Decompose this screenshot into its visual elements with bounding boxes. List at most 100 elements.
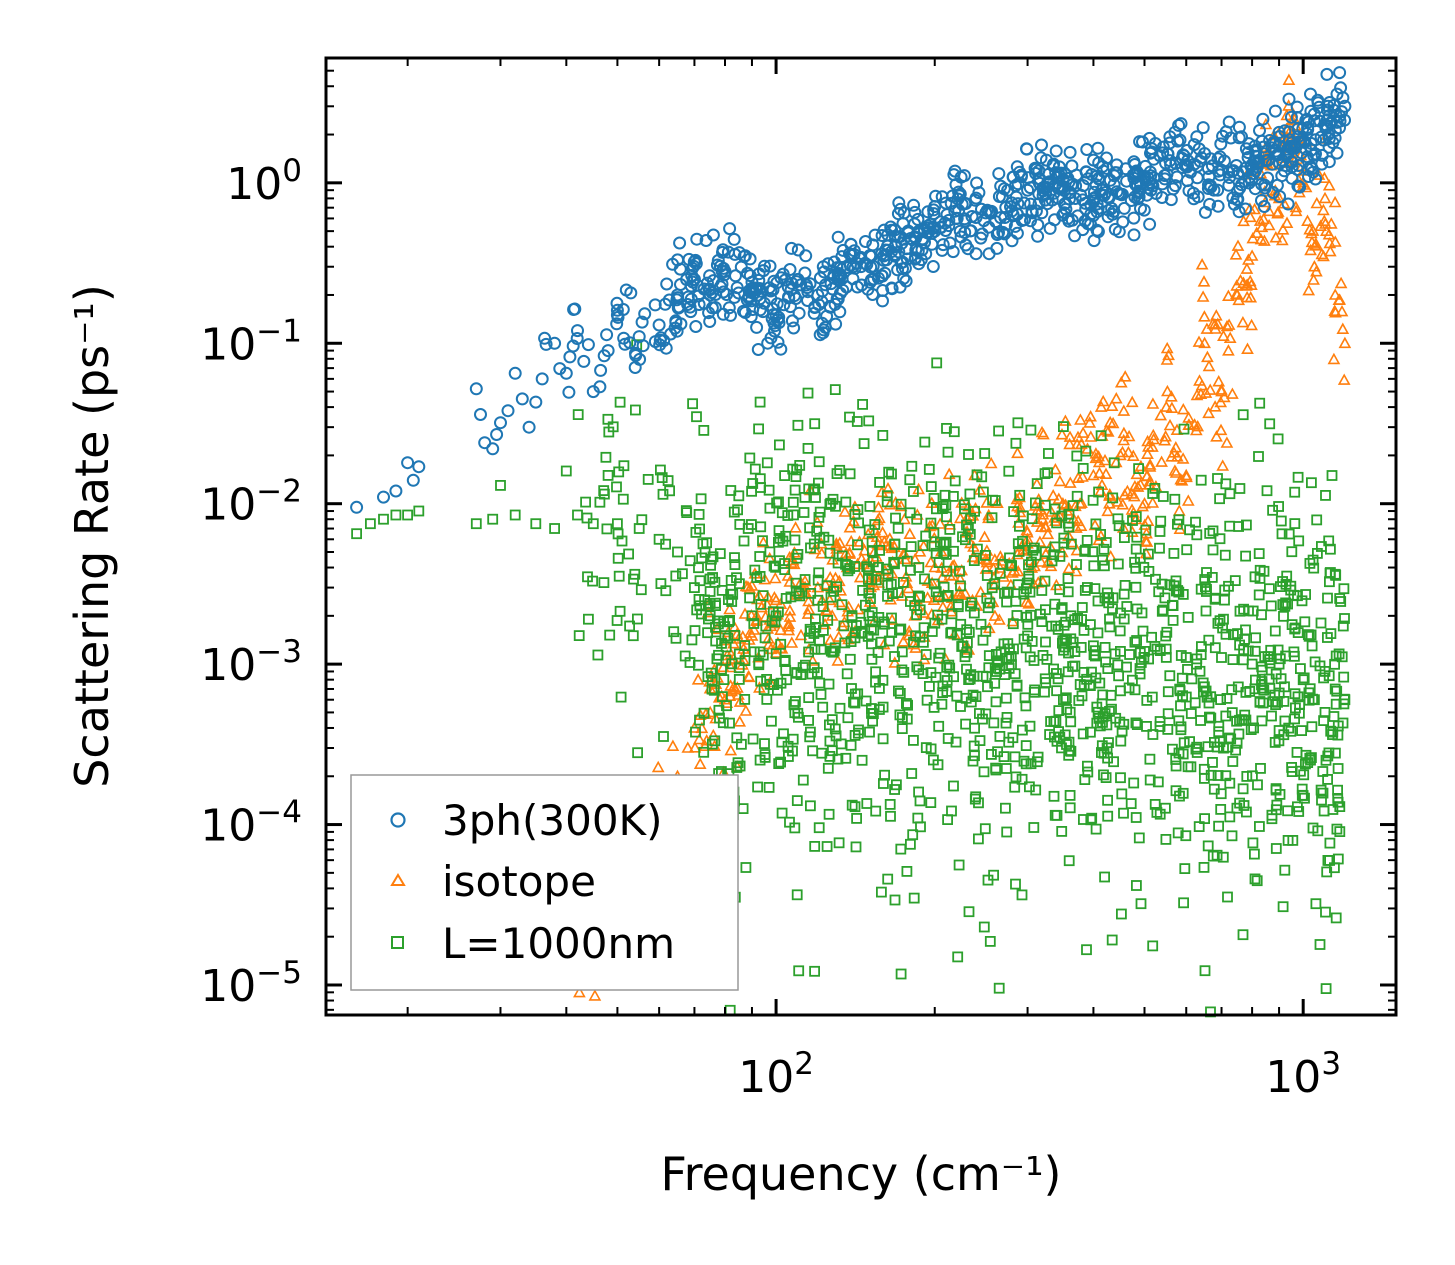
data-point-boundary (814, 677, 825, 689)
data-point-boundary (530, 518, 542, 530)
data-point-boundary (624, 620, 635, 632)
data-point-3ph (1255, 194, 1268, 207)
data-point-3ph (1029, 166, 1043, 180)
data-point-boundary (943, 659, 955, 671)
data-point-boundary (1157, 491, 1169, 502)
data-point-isotope (1136, 499, 1149, 512)
data-point-3ph (1290, 100, 1304, 114)
data-point-boundary (632, 613, 643, 625)
data-point-boundary (896, 664, 908, 676)
data-point-boundary (402, 509, 414, 521)
data-point-isotope (1074, 519, 1088, 532)
data-point-boundary (952, 599, 964, 610)
data-point-3ph (1323, 96, 1336, 109)
data-point-boundary (925, 797, 937, 808)
data-point-boundary (1141, 721, 1152, 732)
data-point-boundary (1212, 770, 1224, 781)
data-point-boundary (895, 968, 907, 980)
data-point-3ph (985, 204, 998, 218)
legend: 3ph(300K) isotope L=1000nm (350, 774, 739, 991)
data-point-boundary (992, 746, 1003, 758)
data-point-3ph (1084, 207, 1098, 221)
data-point-boundary (1065, 716, 1077, 728)
data-point-boundary (761, 457, 773, 469)
data-point-boundary (1153, 586, 1165, 598)
data-point-boundary (1048, 790, 1060, 802)
data-point-3ph (1315, 148, 1329, 162)
data-point-boundary (986, 582, 998, 594)
data-point-3ph (885, 282, 899, 296)
data-point-boundary (1331, 823, 1343, 835)
data-point-boundary (1100, 772, 1112, 783)
data-point-boundary (1186, 673, 1198, 685)
data-point-boundary (874, 476, 885, 488)
data-point-3ph (877, 223, 891, 237)
data-point-boundary (1205, 712, 1217, 724)
data-point-3ph (377, 490, 390, 504)
data-point-isotope (1159, 400, 1173, 412)
data-point-3ph (894, 202, 907, 216)
data-point-boundary (614, 396, 626, 408)
data-point-boundary (918, 636, 929, 648)
data-point-boundary (1008, 643, 1019, 655)
data-point-boundary (780, 593, 792, 604)
data-point-isotope (872, 500, 885, 513)
data-point-boundary (782, 740, 794, 752)
data-point-isotope (1146, 440, 1159, 452)
data-point-boundary (1332, 763, 1344, 774)
data-point-isotope (1317, 214, 1331, 226)
data-point-3ph (1190, 130, 1204, 144)
data-point-boundary (1133, 463, 1144, 475)
data-point-boundary (1256, 715, 1268, 727)
data-point-boundary (1039, 673, 1051, 685)
data-point-3ph (581, 338, 595, 352)
data-point-boundary (681, 507, 693, 519)
data-point-boundary (809, 965, 820, 977)
data-point-3ph (1319, 121, 1333, 135)
data-point-3ph (633, 352, 647, 366)
data-point-boundary (986, 512, 998, 524)
data-point-3ph (947, 168, 961, 182)
data-point-boundary (1327, 726, 1339, 738)
data-point-boundary (982, 681, 993, 693)
data-point-boundary (582, 571, 593, 583)
data-point-isotope (1198, 310, 1211, 322)
data-point-isotope (747, 623, 761, 635)
data-point-boundary (1172, 827, 1184, 839)
data-point-boundary (1292, 691, 1304, 703)
data-point-boundary (1177, 787, 1189, 799)
data-point-3ph (1063, 145, 1077, 159)
data-point-boundary (1018, 755, 1030, 767)
data-point-boundary (1303, 694, 1315, 706)
data-point-boundary (601, 523, 613, 535)
data-point-boundary (1298, 769, 1310, 781)
data-point-3ph (1168, 125, 1182, 139)
data-point-boundary (1106, 703, 1117, 715)
data-point-3ph (406, 473, 420, 487)
data-point-isotope (1305, 235, 1319, 248)
data-point-boundary (549, 523, 560, 534)
data-point-boundary (870, 676, 881, 688)
data-point-isotope (1143, 460, 1157, 472)
data-point-boundary (846, 612, 858, 623)
data-point-boundary (918, 622, 930, 634)
data-point-boundary (747, 733, 759, 745)
data-point-boundary (699, 594, 710, 606)
data-point-boundary (1121, 601, 1133, 612)
data-point-boundary (1160, 652, 1172, 663)
data-point-boundary (1009, 781, 1021, 793)
data-point-boundary (977, 713, 988, 725)
data-point-isotope (980, 496, 994, 508)
data-point-3ph (624, 286, 638, 300)
data-point-boundary (783, 751, 794, 762)
data-point-3ph (771, 335, 785, 349)
data-point-boundary (957, 531, 968, 543)
data-point-3ph (801, 285, 815, 299)
data-point-boundary (980, 671, 992, 682)
data-point-3ph (1304, 104, 1318, 118)
data-point-boundary (1102, 794, 1113, 806)
data-point-boundary (690, 527, 702, 538)
data-point-boundary (821, 580, 833, 592)
data-point-boundary (1058, 644, 1069, 656)
data-point-boundary (849, 730, 861, 741)
